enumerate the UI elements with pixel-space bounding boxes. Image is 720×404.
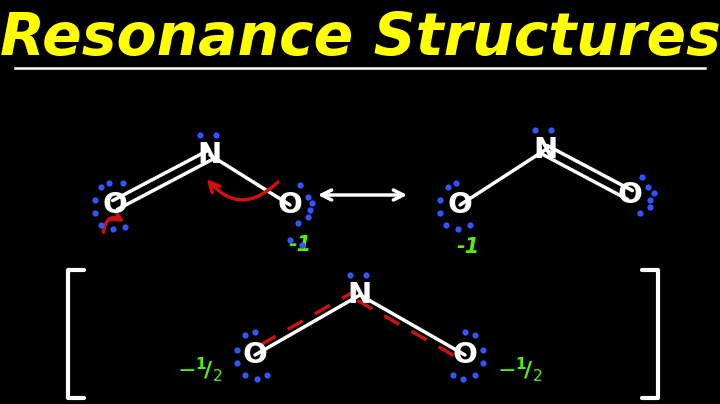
Text: -1: -1 (456, 237, 480, 257)
Text: O: O (448, 191, 472, 219)
Text: N: N (198, 141, 222, 169)
Text: O: O (243, 341, 267, 369)
Text: Resonance Structures: Resonance Structures (0, 10, 720, 67)
Text: -1: -1 (289, 235, 312, 255)
Text: O: O (618, 181, 642, 209)
Text: N: N (348, 281, 372, 309)
Text: O: O (102, 191, 127, 219)
Text: $-\mathregular{^1\!/}_2$: $-\mathregular{^1\!/}_2$ (177, 356, 222, 384)
Text: $-\mathregular{^1\!/}_2$: $-\mathregular{^1\!/}_2$ (498, 356, 543, 384)
Text: N: N (533, 136, 557, 164)
Text: O: O (453, 341, 477, 369)
Text: O: O (278, 191, 302, 219)
